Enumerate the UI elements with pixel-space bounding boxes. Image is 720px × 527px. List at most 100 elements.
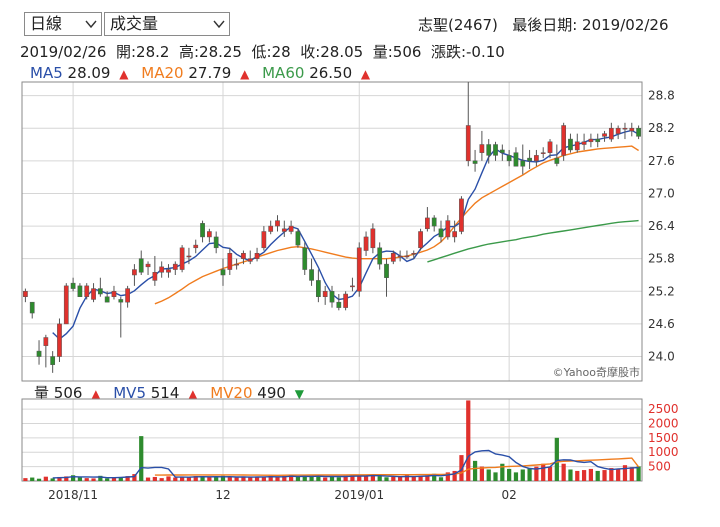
candle-body [70,282,76,289]
candle-body [281,228,287,232]
volume-bar [336,477,341,481]
volume-bar [220,475,226,481]
candle-body [261,231,267,249]
price-tick-label: 27.0 [648,186,675,200]
volume-bar [84,478,89,481]
candle-body [608,127,614,140]
volume-bar [295,476,301,481]
price-tick-label: 26.4 [648,219,675,233]
volume-bar [500,463,505,481]
ma5-series [52,129,639,341]
volume-bar [145,477,151,481]
volume-bar [261,476,266,481]
volume-bar [36,478,42,481]
ma60-value: 26.50 [309,64,353,82]
candle-body [452,231,457,238]
last-date: 2019/02/26 [582,16,669,34]
candle-body [499,149,505,153]
price-tick-label: 25.2 [648,284,675,298]
volume-bar [132,474,137,481]
candle-body [186,255,192,258]
candle-body [445,220,451,238]
volume-bar [479,466,485,481]
volume-bar [370,475,375,481]
candle-body [602,133,607,137]
candle-body [588,138,594,143]
volume-bar [111,477,117,481]
candle-body [36,350,42,357]
volume-bar [616,468,621,481]
price-tick-label: 24.0 [648,350,675,364]
mv5-line [52,449,639,479]
volume-bar [527,468,532,481]
volume-bar [30,477,35,481]
candle-body [636,127,641,137]
price-tick-label: 27.6 [648,154,675,168]
x-tick-label: 02 [502,488,517,502]
mv5-label: MV5 [113,384,146,402]
volume-bar [207,477,212,481]
candle-body [316,280,321,297]
grid [22,82,642,481]
price-tick-label: 28.8 [648,89,675,103]
period-select[interactable]: 日線 [24,12,102,36]
ma20-value: 27.79 [188,64,232,82]
volume-bar [91,478,96,481]
volume-bar [411,476,416,481]
volume-bar [534,466,539,481]
volume-bar [432,473,437,481]
volume-bar [363,476,369,481]
candle-body [411,252,417,255]
volume-bar [391,476,396,481]
ma60-series [427,219,639,263]
indicator-select[interactable]: 成交量 [104,12,230,36]
mv20-label: MV20 [210,384,253,402]
candle-body [534,155,539,162]
candle-body [97,288,103,295]
volume-bar [575,470,580,481]
candle-body [377,247,383,265]
candle-body [554,157,560,164]
candle-body [486,144,492,156]
stock-header: 志聖(2467) 最後日期: 2019/02/26 [418,14,669,35]
candle-body [459,198,464,232]
candle-body [234,263,239,266]
candle-body [50,356,56,365]
candle-body [370,228,376,249]
ma5-up-icon: ▲ [119,67,129,81]
watermark: ©Yahoo奇摩股市 [553,365,640,379]
x-tick-label: 2018/11 [48,488,98,502]
candle-body [356,247,362,292]
volume-bar [425,475,430,481]
price-tick-label: 25.8 [648,252,675,266]
candle-body [350,285,355,288]
candle-body [213,236,219,249]
volume-bar [23,478,28,481]
volume-bar [377,476,382,481]
volume-bar [125,476,130,481]
candle-body [629,127,635,132]
volume-bar [609,468,614,481]
candle-body [302,247,308,270]
volume-bar [289,475,294,481]
volume-tick-label: 1500 [648,431,679,445]
volume-bar [309,475,314,481]
ma60-line [427,219,639,263]
price-panel-frame [21,81,643,382]
volume-bar [152,476,157,481]
candle-body [513,152,519,167]
volume-tick-label: 2000 [648,416,679,430]
x-tick-label: 2019/01 [334,488,384,502]
price-axis: 24.0 24.6 25.2 25.8 26.4 27.0 27.6 28.2 28.8 [648,89,675,364]
candle-body [43,337,49,346]
volume-bar [323,477,328,481]
price-tick-label: 24.6 [648,317,675,331]
candle-body [438,228,444,238]
candle-body [220,269,226,276]
vol-up-icon: ▲ [91,387,101,401]
volume-panel-frame [21,398,643,482]
volume-bar [404,475,410,481]
candle-body [295,231,301,246]
volume-bar [77,477,83,481]
